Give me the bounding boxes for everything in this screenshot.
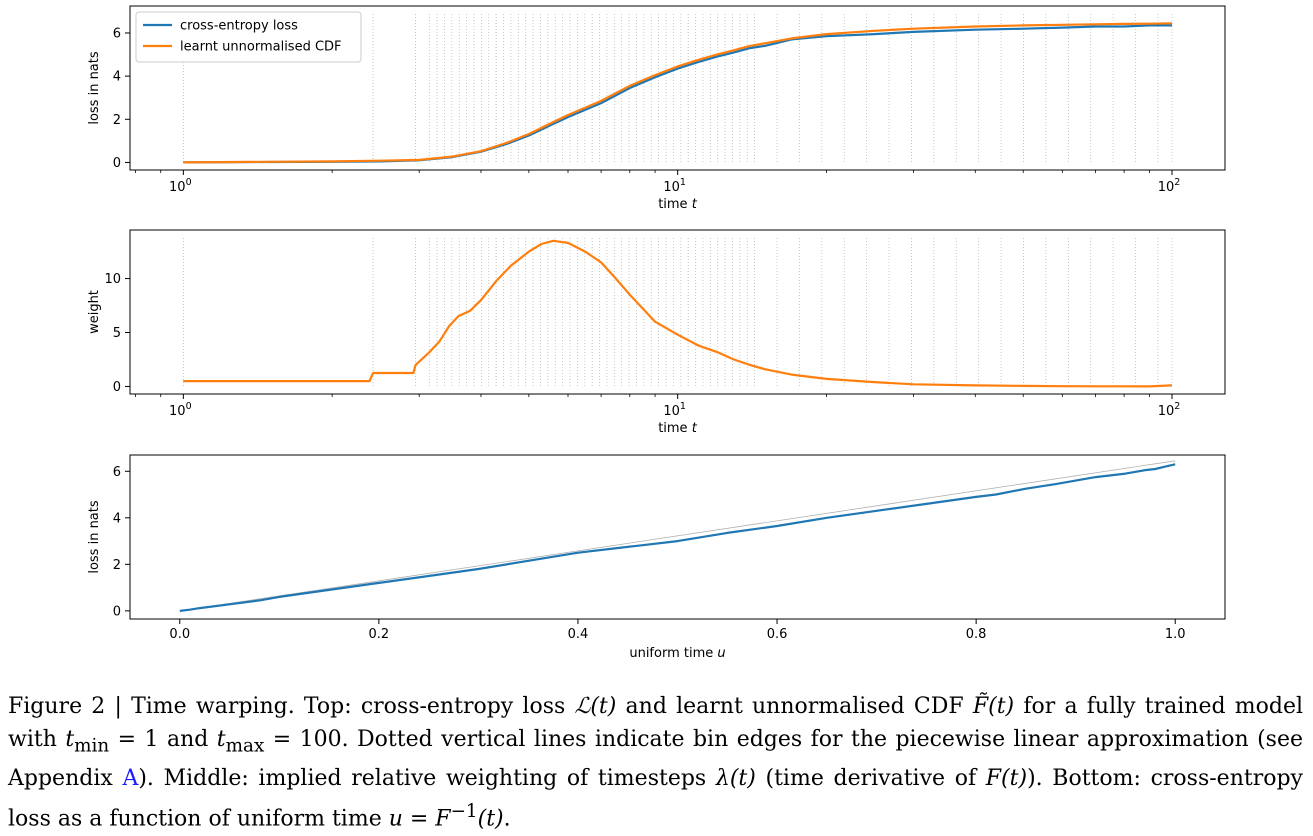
y-tick-label: 4	[113, 511, 121, 526]
y-tick-label: 4	[113, 70, 121, 85]
series-line	[179, 463, 1176, 612]
caption-text: = 1 and	[109, 727, 217, 752]
figure: 0 2 4 6 100 101 102 time t loss in nats 0 5 10 100 10…	[87, 5, 1226, 661]
caption-u-sup: −1	[450, 801, 478, 823]
caption-text: .	[503, 806, 511, 832]
series-line	[183, 239, 1173, 388]
y-tick-label: 0	[113, 380, 121, 395]
caption-text: Figure 2 | Time warping. Top: cross-entr…	[8, 694, 575, 719]
x-tick-label: 1.0	[1165, 627, 1186, 642]
reference-line	[179, 460, 1176, 612]
caption-tmax-sub: max	[225, 735, 265, 757]
y-axis-label: loss in nats	[87, 500, 102, 574]
caption-loss-symbol: ℒ(t)	[574, 694, 617, 719]
y-tick-label: 2	[113, 558, 121, 573]
y-tick-label: 5	[113, 326, 121, 341]
axes-frame	[129, 454, 1226, 620]
y-tick-label: 0	[113, 156, 121, 171]
x-tick-label: 101	[663, 401, 686, 419]
x-tick-label: 102	[1158, 401, 1181, 419]
x-axis-label: time t	[658, 421, 698, 436]
legend-box	[135, 11, 362, 63]
x-tick-label: 100	[169, 401, 192, 419]
x-tick-label: 0.4	[568, 627, 589, 642]
caption-u-eq: u = F	[388, 806, 451, 832]
series-line	[183, 22, 1173, 164]
panel-3	[125, 454, 1226, 624]
appendix-link[interactable]: A	[122, 766, 139, 792]
y-tick-label: 6	[113, 26, 121, 41]
caption-u-tail: (t)	[477, 806, 504, 832]
legend-label: cross-entropy loss	[180, 19, 298, 34]
x-tick-label: 0.8	[966, 627, 987, 642]
figure-caption: Figure 2 | Time warping. Top: cross-entr…	[8, 690, 1303, 836]
caption-text: = 100. Dotted vertical lines indicate bi…	[8, 727, 1303, 792]
caption-text: (time derivative of	[755, 766, 986, 792]
x-axis-label: time t	[658, 197, 698, 212]
caption-text: ). Bottom: cross-entropy loss as a funct…	[8, 766, 1303, 832]
panel-1	[125, 5, 1226, 175]
y-tick-label: 10	[104, 272, 121, 287]
caption-text: ). Middle: implied relative weighting of…	[138, 766, 716, 792]
caption-tmin: t	[65, 727, 75, 752]
caption-tmin-sub: min	[74, 735, 110, 757]
x-tick-label: 100	[169, 177, 192, 195]
y-tick-label: 2	[113, 113, 121, 128]
caption-tmax: t	[216, 727, 226, 752]
legend: cross-entropy loss learnt unnormalised CD…	[135, 11, 362, 63]
caption-text: for a fully trained model with	[8, 694, 1303, 752]
x-tick-label: 101	[663, 177, 686, 195]
axes-frame	[129, 229, 1226, 395]
caption-text: and learnt unnormalised CDF	[616, 694, 973, 719]
x-tick-label: 0.0	[169, 627, 190, 642]
x-tick-label: 0.2	[369, 627, 390, 642]
caption-cdf-symbol: F̃(t)	[972, 694, 1015, 719]
x-tick-label: 102	[1158, 177, 1181, 195]
x-axis-label: uniform time u	[629, 646, 725, 661]
x-tick-label: 0.6	[767, 627, 788, 642]
caption-lambda-symbol: λ(t)	[715, 766, 756, 792]
y-tick-label: 6	[113, 465, 121, 480]
panel-2	[125, 229, 1226, 399]
y-axis-label: loss in nats	[87, 51, 102, 125]
legend-label: learnt unnormalised CDF	[180, 40, 342, 55]
y-tick-label: 0	[113, 604, 121, 619]
caption-F-symbol: F(t)	[985, 766, 1028, 792]
y-axis-label: weight	[87, 290, 102, 334]
